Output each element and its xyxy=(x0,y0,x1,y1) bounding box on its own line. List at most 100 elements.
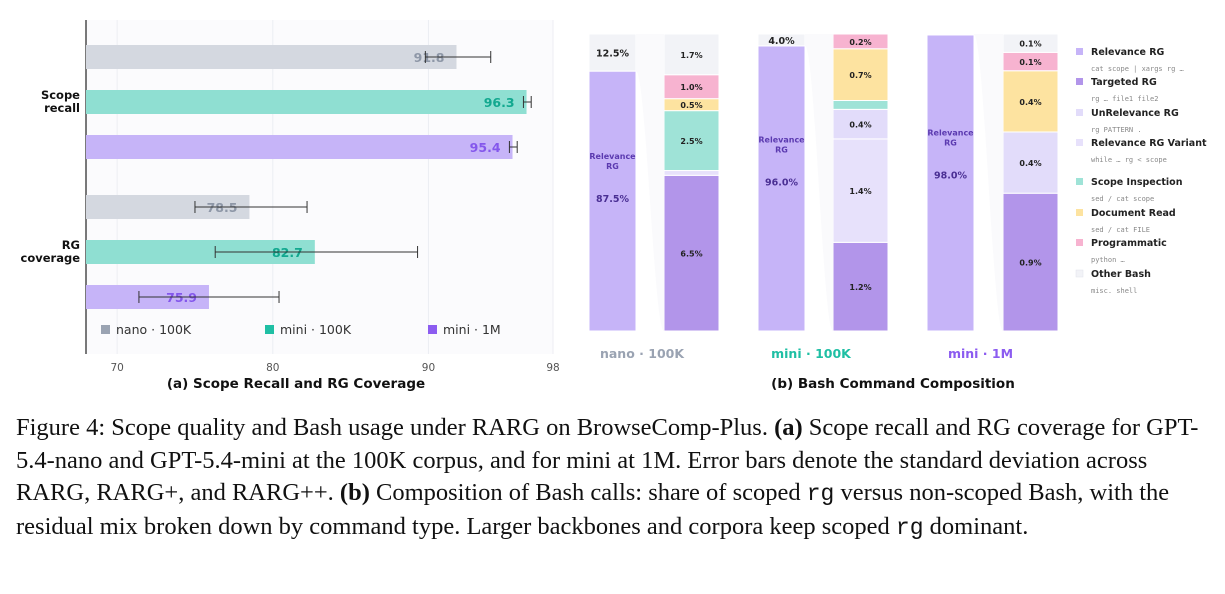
segment-scope-inspection xyxy=(663,110,720,172)
segment-value-label: 0.4% xyxy=(1019,159,1041,168)
segment-targeted-rg xyxy=(1002,192,1059,332)
bar-scope-recall-1 xyxy=(86,90,527,114)
legend-example-command: misc. shell xyxy=(1091,287,1137,295)
subtitle-b: (b) Bash Command Composition xyxy=(771,376,1015,392)
segment-value-label: 2.5% xyxy=(680,137,702,146)
segment-value-label: 6.5% xyxy=(680,250,702,259)
segment-name-label: RG xyxy=(944,139,957,148)
caption-lead: Figure 4: Scope quality and Bash usage u… xyxy=(16,414,775,441)
legend-swatch xyxy=(1076,109,1083,116)
figure-caption: Figure 4: Scope quality and Bash usage u… xyxy=(16,412,1216,544)
caption-b-text-1: Composition of Bash calls: share of scop… xyxy=(369,479,807,506)
legend-swatch xyxy=(1076,178,1083,185)
segment-programmatic xyxy=(832,33,889,50)
segment-name-label: Relevance xyxy=(927,129,974,138)
segment-scope-inspection xyxy=(832,99,889,110)
segment-value-label: 1.7% xyxy=(680,51,702,60)
caption-code-rg-1: rg xyxy=(806,481,835,507)
legend-swatch xyxy=(428,325,437,334)
segment-other-bash xyxy=(663,33,720,76)
bar-value-label: 96.3 xyxy=(484,95,515,110)
legend-example-command: while … rg < scope xyxy=(1091,156,1167,164)
legend-category-label: Relevance RG Variant xyxy=(1091,138,1207,149)
flow-connector xyxy=(636,34,664,331)
segment-value-label: 1.2% xyxy=(849,283,871,292)
legend-label: mini · 100K xyxy=(280,322,352,337)
group-label: recall xyxy=(44,101,80,115)
legend-label: mini · 1M xyxy=(443,322,501,337)
segment-targeted-rg xyxy=(663,174,720,332)
legend-label: nano · 100K xyxy=(116,322,192,337)
segment-value-label: 1.4% xyxy=(849,187,871,196)
column-label: mini · 100K xyxy=(771,346,852,361)
segment-document-read xyxy=(1002,70,1059,133)
segment-value-label: 0.1% xyxy=(1019,58,1041,67)
segment-value-label: 0.7% xyxy=(849,71,871,80)
column-label: mini · 1M xyxy=(948,346,1013,361)
segment-value-label: 87.5% xyxy=(596,194,629,205)
legend-example-command: python … xyxy=(1091,256,1125,264)
segment-targeted-rg xyxy=(832,241,889,332)
segment-relevance-rg-variant xyxy=(663,170,720,176)
legend-example-command: sed / cat scope xyxy=(1091,195,1154,203)
x-tick-label: 70 xyxy=(110,362,123,374)
segment-value-label: 12.5% xyxy=(596,49,629,60)
caption-b-tag: (b) xyxy=(339,479,370,506)
flow-connector xyxy=(974,34,1003,331)
legend-category-label: Targeted RG xyxy=(1091,77,1157,88)
x-tick-label: 90 xyxy=(422,362,435,374)
legend-example-command: rg PATTERN . xyxy=(1091,126,1142,134)
segment-other-bash xyxy=(757,33,806,47)
group-label: Scope xyxy=(41,88,80,102)
segment-value-label: 0.1% xyxy=(1019,40,1041,49)
legend-swatch xyxy=(1076,209,1083,216)
legend-category-label: Scope Inspection xyxy=(1091,177,1183,188)
segment-value-label: 0.5% xyxy=(680,101,702,110)
legend-example-command: cat scope | xargs rg … xyxy=(1091,65,1184,73)
legend-swatch xyxy=(101,325,110,334)
segment-value-label: 0.2% xyxy=(849,38,871,47)
segment-name-label: Relevance xyxy=(758,136,805,145)
figure-canvas: 70 80 90 98Scoperecall91.896.395.4RGcoverag… xyxy=(21,20,1207,392)
legend-swatch xyxy=(1076,239,1083,246)
segment-value-label: 0.9% xyxy=(1019,259,1041,268)
x-tick-label: 80 xyxy=(266,362,279,374)
segment-value-label: 4.0% xyxy=(768,36,795,47)
caption-a-tag: (a) xyxy=(774,414,803,441)
segment-value-label: 98.0% xyxy=(934,171,967,182)
segment-relevance-rg xyxy=(926,34,975,332)
bar-scope-recall-0 xyxy=(86,45,457,69)
legend-swatch xyxy=(1076,139,1083,146)
legend-swatch xyxy=(265,325,274,334)
legend-category-label: Other Bash xyxy=(1091,269,1151,280)
column-label: nano · 100K xyxy=(600,346,685,361)
segment-value-label: 0.4% xyxy=(1019,98,1041,107)
segment-other-bash xyxy=(588,33,637,72)
x-tick-label: 98 xyxy=(546,362,559,374)
legend-example-command: rg … file1 file2 xyxy=(1091,95,1158,103)
legend-swatch xyxy=(1076,48,1083,55)
segment-value-label: 96.0% xyxy=(765,178,798,189)
segment-value-label: 0.4% xyxy=(849,121,871,130)
segment-name-label: RG xyxy=(775,146,788,155)
caption-a-text: Scope recall and RG coverage for GPT-5.4… xyxy=(16,414,1199,506)
caption-code-rg-2: rg xyxy=(895,514,924,541)
segment-document-read xyxy=(832,48,889,101)
legend-example-command: sed / cat FILE xyxy=(1091,226,1150,234)
group-label: coverage xyxy=(21,251,81,265)
segment-unrelevance-rg xyxy=(832,108,889,140)
bar-scope-recall-2 xyxy=(86,135,513,159)
flow-connector xyxy=(805,34,833,331)
segment-other-bash xyxy=(1002,33,1059,53)
legend-category-label: Programmatic xyxy=(1091,238,1167,249)
caption-b-text-2: versus non-scoped Bash, with the residua… xyxy=(16,479,1170,540)
subtitle-a: (a) Scope Recall and RG Coverage xyxy=(167,376,425,392)
caption-b-text-3: dominant. xyxy=(923,512,1029,540)
bar-value-label: 95.4 xyxy=(470,140,501,155)
legend-category-label: UnRelevance RG xyxy=(1091,108,1179,119)
group-label: RG xyxy=(62,238,80,252)
legend-swatch xyxy=(1075,269,1084,278)
segment-relevance-rg-variant xyxy=(832,138,889,243)
segment-other-bash xyxy=(926,33,975,36)
segment-name-label: RG xyxy=(606,162,619,171)
